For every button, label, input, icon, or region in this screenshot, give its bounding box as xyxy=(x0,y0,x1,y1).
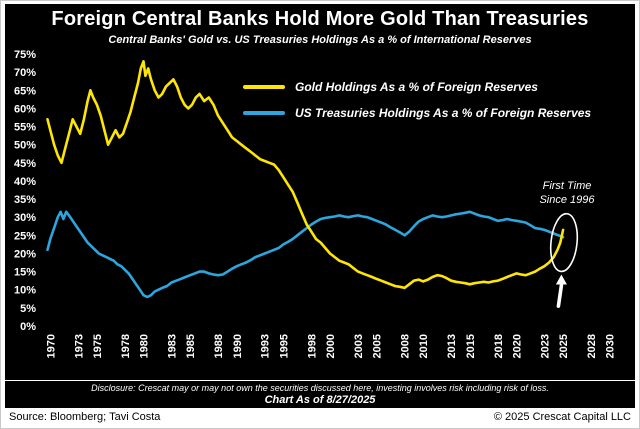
svg-text:30%: 30% xyxy=(14,212,36,224)
chart-panel: Foreign Central Banks Hold More Gold Tha… xyxy=(5,4,635,408)
svg-text:2010: 2010 xyxy=(418,334,430,358)
chart-area: 0% 5% 10% 15% 20% 25% 30% 35% 40% 45% 50% 55% 60% 65%… xyxy=(5,46,635,380)
svg-text:35%: 35% xyxy=(14,194,36,206)
legend: Gold Holdings As a % of Foreign Reserves… xyxy=(243,80,591,132)
chart-canvas: 0% 5% 10% 15% 20% 25% 30% 35% 40% 45% 50% 55% 60% 65%… xyxy=(14,49,617,358)
svg-text:15%: 15% xyxy=(14,267,36,279)
svg-text:1980: 1980 xyxy=(139,334,151,358)
gold-line-swatch xyxy=(243,85,285,89)
svg-text:40%: 40% xyxy=(14,176,36,188)
svg-text:1978: 1978 xyxy=(120,334,132,358)
svg-text:2003: 2003 xyxy=(353,334,365,358)
svg-text:75%: 75% xyxy=(14,49,36,61)
svg-text:10%: 10% xyxy=(14,285,36,297)
legend-item-gold: Gold Holdings As a % of Foreign Reserves xyxy=(243,80,591,94)
svg-text:2018: 2018 xyxy=(493,334,505,358)
legend-label-gold: Gold Holdings As a % of Foreign Reserves xyxy=(295,80,538,94)
svg-text:1998: 1998 xyxy=(306,334,318,358)
annotation-line-2: Since 1996 xyxy=(539,194,595,206)
svg-text:1975: 1975 xyxy=(92,334,104,358)
copyright-text: © 2025 Crescat Capital LLC xyxy=(493,410,631,423)
svg-text:1985: 1985 xyxy=(185,334,197,358)
svg-text:45%: 45% xyxy=(14,158,36,170)
source-text: Source: Bloomberg; Tavi Costa xyxy=(9,410,161,423)
svg-text:2013: 2013 xyxy=(446,334,458,358)
svg-text:5%: 5% xyxy=(20,303,36,315)
chart-as-of-text: Chart As of 8/27/2025 xyxy=(264,394,376,406)
legend-item-treasuries: US Treasuries Holdings As a % of Foreign… xyxy=(243,106,591,120)
svg-text:55%: 55% xyxy=(14,122,36,134)
svg-text:65%: 65% xyxy=(14,85,36,97)
svg-text:2000: 2000 xyxy=(325,334,337,358)
svg-text:60%: 60% xyxy=(14,103,36,115)
svg-text:50%: 50% xyxy=(14,140,36,152)
disclosure-text: Disclosure: Crescat may or may not own t… xyxy=(5,380,635,393)
annotation-first-time-since-1996: First Time Since 1996 xyxy=(517,179,617,207)
svg-text:70%: 70% xyxy=(14,67,36,79)
svg-text:1990: 1990 xyxy=(232,334,244,358)
svg-text:2020: 2020 xyxy=(512,334,524,358)
svg-text:20%: 20% xyxy=(14,249,36,261)
annotation-line-1: First Time xyxy=(542,180,592,192)
svg-text:1988: 1988 xyxy=(213,334,225,358)
svg-text:2023: 2023 xyxy=(539,334,551,358)
svg-text:1970: 1970 xyxy=(45,334,57,358)
legend-label-treasuries: US Treasuries Holdings As a % of Foreign… xyxy=(295,106,592,120)
svg-text:2015: 2015 xyxy=(465,334,477,358)
svg-text:1973: 1973 xyxy=(73,334,85,358)
svg-text:2005: 2005 xyxy=(372,334,384,358)
svg-text:2008: 2008 xyxy=(400,334,412,358)
page-title: Foreign Central Banks Hold More Gold Tha… xyxy=(51,8,589,30)
svg-text:1983: 1983 xyxy=(167,334,179,358)
svg-text:2028: 2028 xyxy=(586,334,598,358)
svg-text:1995: 1995 xyxy=(278,334,290,358)
svg-text:2025: 2025 xyxy=(558,334,570,358)
chart-subtitle: Central Banks' Gold vs. US Treasuries Ho… xyxy=(108,34,532,46)
svg-text:25%: 25% xyxy=(14,230,36,242)
footer-bar: Source: Bloomberg; Tavi Costa © 2025 Cre… xyxy=(5,408,635,425)
svg-text:2030: 2030 xyxy=(605,334,617,358)
svg-text:0%: 0% xyxy=(20,321,36,333)
svg-text:1993: 1993 xyxy=(260,334,272,358)
treasuries-line-swatch xyxy=(243,111,285,115)
